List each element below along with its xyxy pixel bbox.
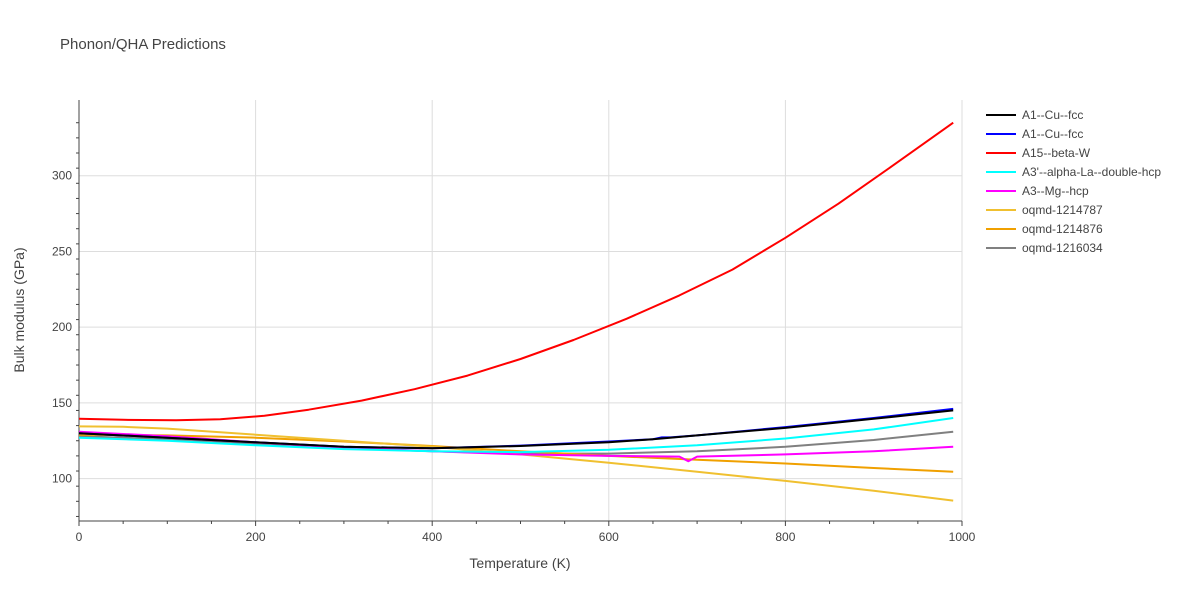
legend-swatch [986, 132, 1016, 135]
y-tick-label: 150 [52, 396, 72, 410]
y-tick-label: 300 [52, 169, 72, 183]
legend-swatch [986, 151, 1016, 154]
legend-label: A1--Cu--fcc [1022, 107, 1084, 122]
legend-item-3[interactable]: A3'--alpha-La--double-hcp [986, 162, 1161, 181]
legend-item-2[interactable]: A15--beta-W [986, 143, 1161, 162]
legend-label: A3'--alpha-La--double-hcp [1022, 164, 1162, 179]
legend-item-6[interactable]: oqmd-1214876 [986, 219, 1161, 238]
series [78, 121, 954, 502]
legend-item-0[interactable]: A1--Cu--fcc [986, 105, 1161, 124]
y-tick-label: 100 [52, 472, 72, 486]
x-tick-label: 400 [422, 530, 442, 544]
axes [78, 100, 962, 522]
y-axis-title: Bulk modulus (GPa) [11, 247, 27, 372]
legend-label: oqmd-1214876 [1022, 221, 1103, 236]
x-axis-title: Temperature (K) [469, 555, 570, 571]
legend-item-7[interactable]: oqmd-1216034 [986, 238, 1161, 257]
x-tick-label: 600 [599, 530, 619, 544]
legend-label: oqmd-1216034 [1022, 240, 1103, 255]
x-tick-label: 200 [246, 530, 266, 544]
legend-swatch [986, 189, 1016, 192]
legend-item-1[interactable]: A1--Cu--fcc [986, 124, 1161, 143]
legend-item-4[interactable]: A3--Mg--hcp [986, 181, 1161, 200]
y-tick-label: 250 [52, 244, 72, 258]
chart-title: Phonon/QHA Predictions [60, 36, 226, 53]
y-tick-label: 200 [52, 320, 72, 334]
legend-swatch [986, 227, 1016, 230]
legend-swatch [986, 113, 1016, 116]
legend-swatch [986, 170, 1016, 173]
legend-swatch [986, 246, 1016, 249]
series-line-2 [78, 121, 954, 422]
legend-label: A15--beta-W [1022, 145, 1091, 160]
grid [79, 100, 963, 521]
legend-item-5[interactable]: oqmd-1214787 [986, 200, 1161, 219]
ticks: 0 200 400 600 800 1000 100 150 200 250 300 [52, 122, 976, 544]
legend: A1--Cu--fcc A1--Cu--fcc A15--beta-W A3'--al… [986, 105, 1161, 257]
series-line-3 [78, 417, 954, 454]
x-tick-label: 1000 [949, 530, 976, 544]
series-line-5 [78, 425, 954, 502]
x-tick-label: 0 [76, 530, 83, 544]
legend-swatch [986, 208, 1016, 211]
x-tick-label: 800 [775, 530, 795, 544]
legend-label: A1--Cu--fcc [1022, 126, 1084, 141]
series-line-0 [78, 409, 954, 450]
legend-label: oqmd-1214787 [1022, 202, 1103, 217]
legend-label: A3--Mg--hcp [1022, 183, 1089, 198]
